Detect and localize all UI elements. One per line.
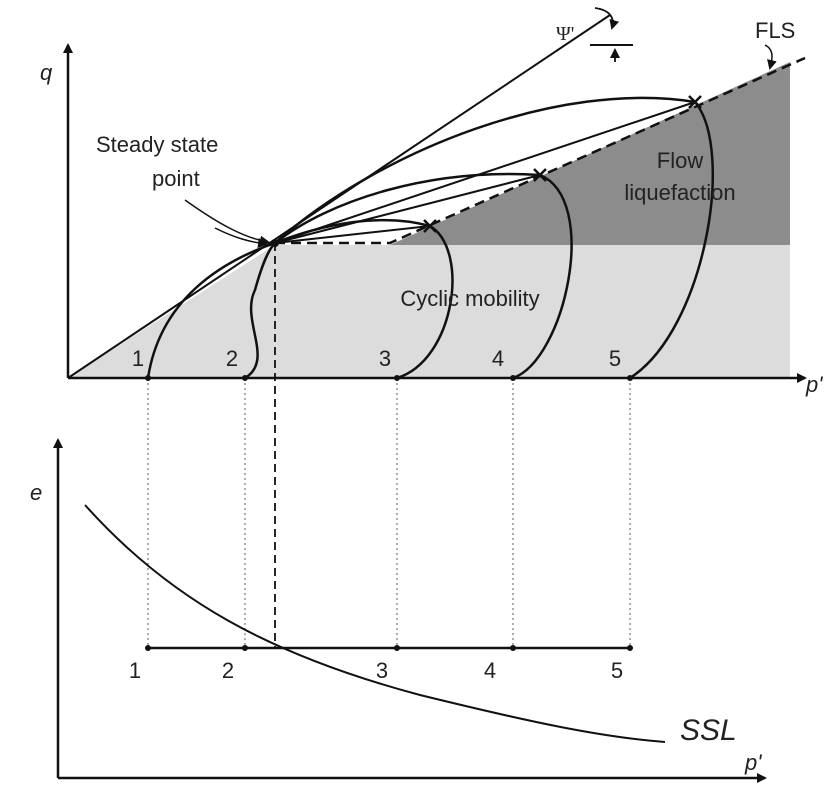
state-points <box>145 375 633 381</box>
state-label: 5 <box>609 346 621 371</box>
ssp-pointer <box>214 227 268 248</box>
region-label: Cyclic mobility <box>400 286 539 311</box>
region-label: liquefaction <box>624 180 735 205</box>
fls-pointer <box>764 44 777 70</box>
state-label: 2 <box>222 658 234 683</box>
state-points <box>145 645 633 651</box>
annotation: Steady state <box>96 132 218 157</box>
axis-label: e <box>30 480 42 505</box>
state-label: 5 <box>611 658 623 683</box>
axis-label: p' <box>744 750 762 775</box>
state-label: 2 <box>226 346 238 371</box>
cyclic-region <box>68 245 790 378</box>
state-label: 1 <box>132 346 144 371</box>
state-label: 4 <box>484 658 496 683</box>
state-label: 3 <box>379 346 391 371</box>
projection-lines <box>147 378 631 648</box>
axis-label: p' <box>805 372 823 397</box>
ssl-curve <box>84 504 666 743</box>
ssp-pointer <box>184 199 270 246</box>
axis-label: q <box>40 60 53 85</box>
stress-lines <box>67 14 696 379</box>
line-label: FLS <box>755 18 795 43</box>
angle-arrow <box>594 7 620 30</box>
angle-label: Ψ' <box>556 23 574 45</box>
curve-label: SSL <box>680 714 737 747</box>
fls-line <box>275 56 806 245</box>
annotation: point <box>152 166 200 191</box>
state-label: 1 <box>129 658 141 683</box>
instability-marks <box>423 95 702 233</box>
state-label: 3 <box>376 658 388 683</box>
region-label: Flow <box>657 148 704 173</box>
state-label: 4 <box>492 346 504 371</box>
